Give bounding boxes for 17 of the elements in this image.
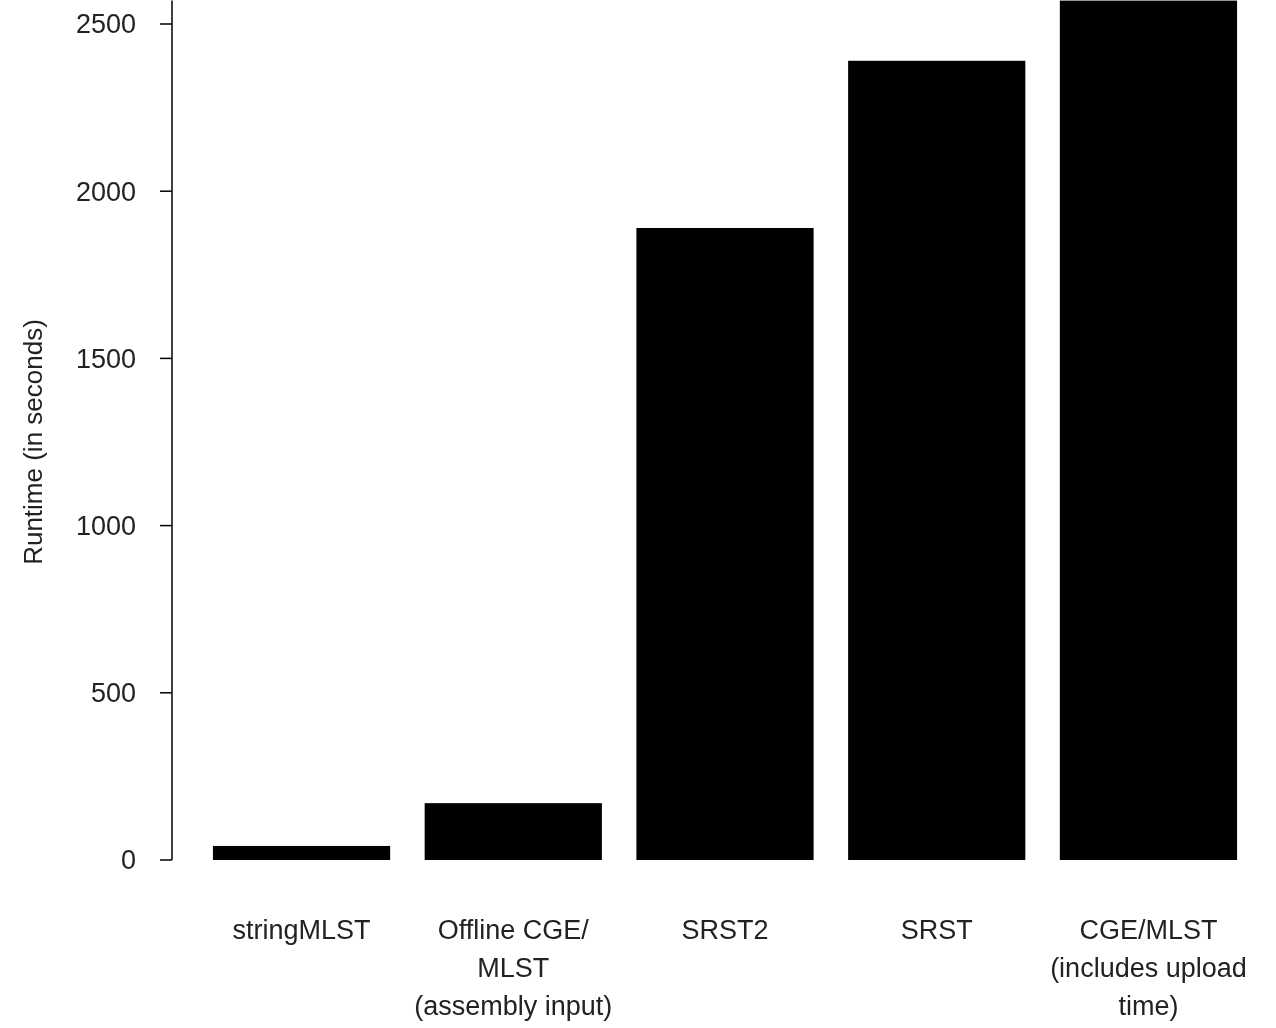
y-tick-label: 2500	[75, 9, 136, 40]
x-tick-label: SRST2	[681, 915, 769, 945]
bar	[424, 803, 602, 860]
bar	[212, 845, 391, 860]
bar	[636, 227, 814, 860]
x-tick-label: CGE/MLST (includes upload time)	[1050, 915, 1247, 1021]
bar	[1059, 0, 1238, 860]
y-tick-label: 0	[120, 845, 136, 876]
x-tick-label: stringMLST	[232, 915, 371, 945]
x-tick-label: Offline CGE/ MLST (assembly input)	[414, 915, 613, 1021]
y-tick-label: 1000	[75, 511, 136, 542]
y-tick-label: 1500	[75, 343, 136, 374]
x-tick-label: SRST	[900, 915, 973, 945]
bar	[848, 60, 1026, 860]
y-tick-label: 500	[90, 678, 136, 709]
y-axis-title: Runtime (in seconds)	[18, 319, 48, 565]
y-tick-label: 2000	[75, 176, 136, 207]
